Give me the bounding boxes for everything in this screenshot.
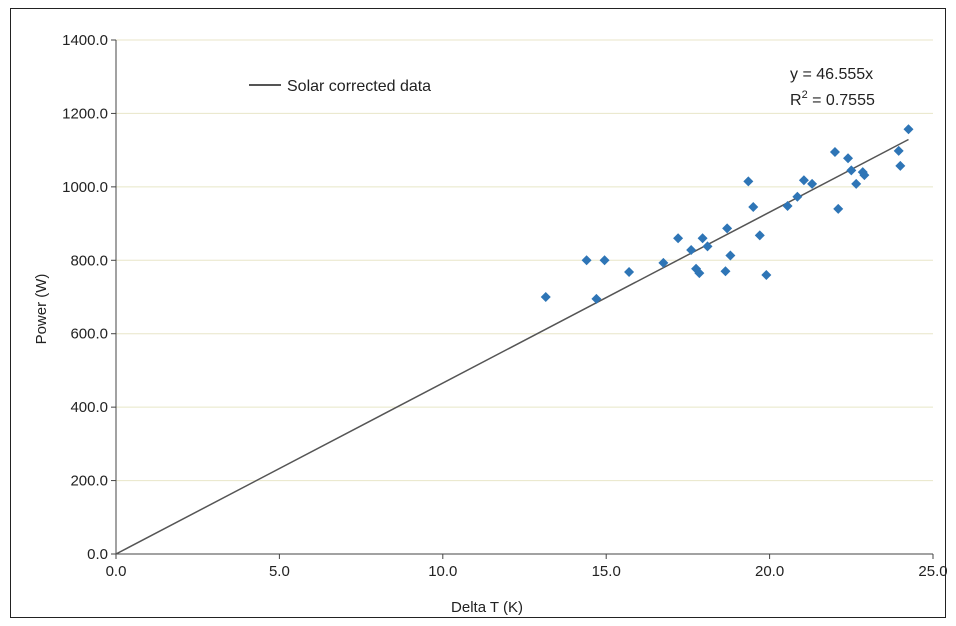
y-tick-label: 1000.0 <box>62 179 108 196</box>
y-tick-label: 1200.0 <box>62 105 108 122</box>
data-point <box>725 250 736 261</box>
data-point <box>833 203 844 214</box>
data-point <box>846 165 857 176</box>
data-point <box>702 241 713 252</box>
data-point <box>697 233 708 244</box>
data-point <box>859 170 870 181</box>
data-point <box>748 202 759 213</box>
x-axis-title: Delta T (K) <box>451 599 523 616</box>
data-point <box>624 267 635 278</box>
data-points <box>540 124 914 304</box>
x-tick-label: 15.0 <box>592 563 621 580</box>
data-point <box>792 191 803 202</box>
scatter-chart: 0.0 200.0 400.0 600.0 800.0 1000.0 1200.0 1400.… <box>33 32 947 616</box>
y-tick-label: 0.0 <box>87 546 108 563</box>
data-point <box>581 255 592 266</box>
y-axis-title: Power (W) <box>33 274 50 345</box>
data-point <box>798 175 809 186</box>
x-tick-label: 10.0 <box>428 563 457 580</box>
trend-equation: y = 46.555x R2 = 0.7555 <box>790 66 875 109</box>
y-tick-label: 800.0 <box>70 252 108 269</box>
data-point <box>540 292 551 302</box>
data-point <box>761 269 772 280</box>
r-squared-text: R2 = 0.7555 <box>790 89 875 109</box>
data-point <box>686 245 697 256</box>
x-tick-label: 5.0 <box>269 563 290 580</box>
data-point <box>893 145 904 156</box>
legend-label: Solar corrected data <box>287 78 431 95</box>
axes <box>111 39 934 559</box>
legend: Solar corrected data <box>249 78 431 95</box>
y-tick-label: 1400.0 <box>62 32 108 49</box>
data-point <box>895 160 906 171</box>
data-point <box>843 153 854 164</box>
data-point <box>720 266 731 277</box>
tick-labels: 0.0 200.0 400.0 600.0 800.0 1000.0 1200.0 1400.… <box>62 32 947 580</box>
chart-frame: 0.0 200.0 400.0 600.0 800.0 1000.0 1200.0 1400.… <box>10 8 947 618</box>
data-point <box>851 178 862 189</box>
data-point <box>591 293 602 304</box>
r-squared-value: = 0.7555 <box>808 92 875 109</box>
gridlines <box>116 39 933 482</box>
y-tick-label: 200.0 <box>70 473 108 490</box>
trendline <box>115 138 909 555</box>
data-point <box>673 233 684 244</box>
equation-text: y = 46.555x <box>790 66 873 83</box>
x-tick-label: 0.0 <box>106 563 127 580</box>
x-tick-label: 25.0 <box>918 563 947 580</box>
data-point <box>754 230 765 241</box>
y-tick-label: 600.0 <box>70 326 108 343</box>
x-tick-label: 20.0 <box>755 563 784 580</box>
data-point <box>903 124 914 135</box>
data-point <box>658 257 669 268</box>
data-point <box>782 200 793 211</box>
data-point <box>694 268 705 279</box>
data-point <box>722 223 733 234</box>
r-squared-superscript: 2 <box>802 89 808 101</box>
data-point <box>807 178 818 189</box>
data-point <box>829 146 840 157</box>
data-point <box>743 176 754 187</box>
r-squared-prefix: R <box>790 92 802 109</box>
y-tick-label: 400.0 <box>70 399 108 416</box>
data-point <box>599 255 610 266</box>
